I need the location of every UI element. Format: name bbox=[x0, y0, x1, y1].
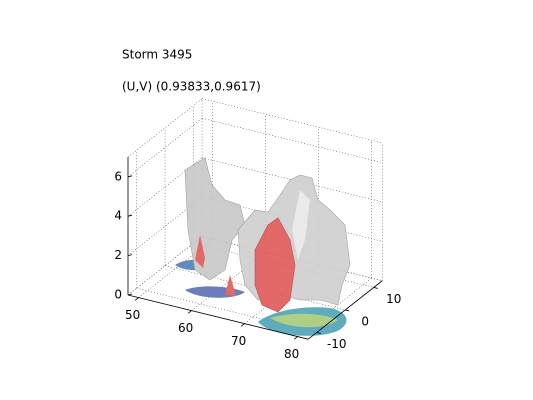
x-tick bbox=[187, 310, 192, 314]
z-tick-label: 4 bbox=[114, 209, 122, 223]
grid-line bbox=[202, 236, 383, 281]
x-tick bbox=[293, 336, 298, 340]
z-tick bbox=[127, 214, 133, 217]
isosurfaces bbox=[175, 157, 351, 336]
z-tick bbox=[127, 293, 133, 296]
x-tick-label: 80 bbox=[284, 347, 299, 361]
grid-line bbox=[202, 118, 383, 163]
z-tick-label: 0 bbox=[114, 288, 122, 302]
x-tick bbox=[134, 297, 139, 301]
z-tick bbox=[127, 175, 133, 178]
grid-line bbox=[136, 287, 317, 333]
y-tick-label: 10 bbox=[386, 292, 401, 306]
grid-line bbox=[127, 118, 203, 178]
base-contour bbox=[270, 313, 338, 328]
grid-line bbox=[127, 236, 203, 296]
y-tick bbox=[373, 287, 378, 289]
z-tick-label: 6 bbox=[114, 169, 122, 183]
z-tick bbox=[127, 254, 133, 256]
x-tick-label: 60 bbox=[178, 321, 193, 335]
y-tick-label: 0 bbox=[361, 314, 369, 328]
x-tick-label: 70 bbox=[231, 334, 246, 348]
grid-line bbox=[164, 265, 346, 311]
red-surface bbox=[195, 235, 205, 268]
z-tick-label: 2 bbox=[114, 248, 122, 262]
axes: 50 60 70 80 -10 0 10 0 2 4 6 bbox=[114, 157, 401, 361]
box-edge bbox=[127, 98, 203, 158]
red-surface bbox=[225, 275, 236, 296]
red-surface bbox=[254, 217, 296, 313]
y-tick-label: -10 bbox=[327, 337, 347, 351]
grid-line bbox=[202, 157, 383, 203]
y-tick bbox=[345, 309, 350, 312]
x-axis bbox=[127, 294, 309, 340]
y-tick bbox=[316, 332, 321, 334]
chart-subtitle: (U,V) (0.93833,0.9617) bbox=[122, 80, 261, 94]
gray-highlight bbox=[292, 190, 310, 260]
x-tick-label: 50 bbox=[125, 308, 140, 322]
chart-title: Storm 3495 bbox=[122, 48, 192, 62]
x-tick bbox=[240, 323, 245, 327]
box-edge bbox=[202, 98, 383, 144]
